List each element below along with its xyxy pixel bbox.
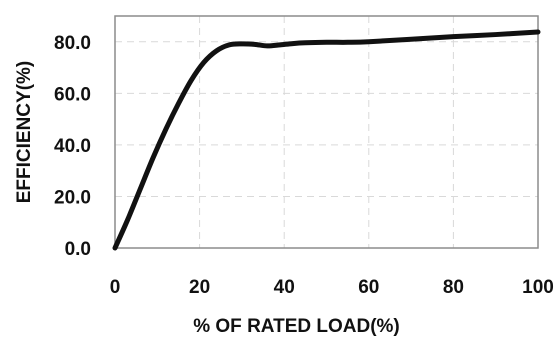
x-tick-label: 0	[110, 277, 121, 298]
x-axis-title: % OF RATED LOAD(%)	[193, 316, 400, 337]
x-tick-label: 80	[443, 277, 464, 298]
x-axis-tick-labels: 0 20 40 60 80 100	[110, 277, 554, 298]
y-tick-label: 40.0	[54, 136, 91, 157]
plot-area-frame	[114, 15, 539, 249]
y-tick-label: 0.0	[65, 239, 91, 260]
series-layer	[112, 29, 541, 251]
x-tick-label: 20	[189, 277, 210, 298]
y-axis-title: EFFICIENCY(%)	[14, 61, 35, 204]
x-tick-label: 60	[358, 277, 379, 298]
grid-lines	[115, 16, 538, 248]
y-tick-label: 60.0	[54, 84, 91, 105]
efficiency-curve	[112, 29, 541, 251]
y-axis-tick-labels: 0.0 20.0 40.0 60.0 80.0	[54, 33, 91, 260]
x-tick-label: 40	[274, 277, 295, 298]
y-tick-label: 80.0	[54, 33, 91, 54]
x-tick-label: 100	[522, 277, 554, 298]
y-tick-label: 20.0	[54, 187, 91, 208]
